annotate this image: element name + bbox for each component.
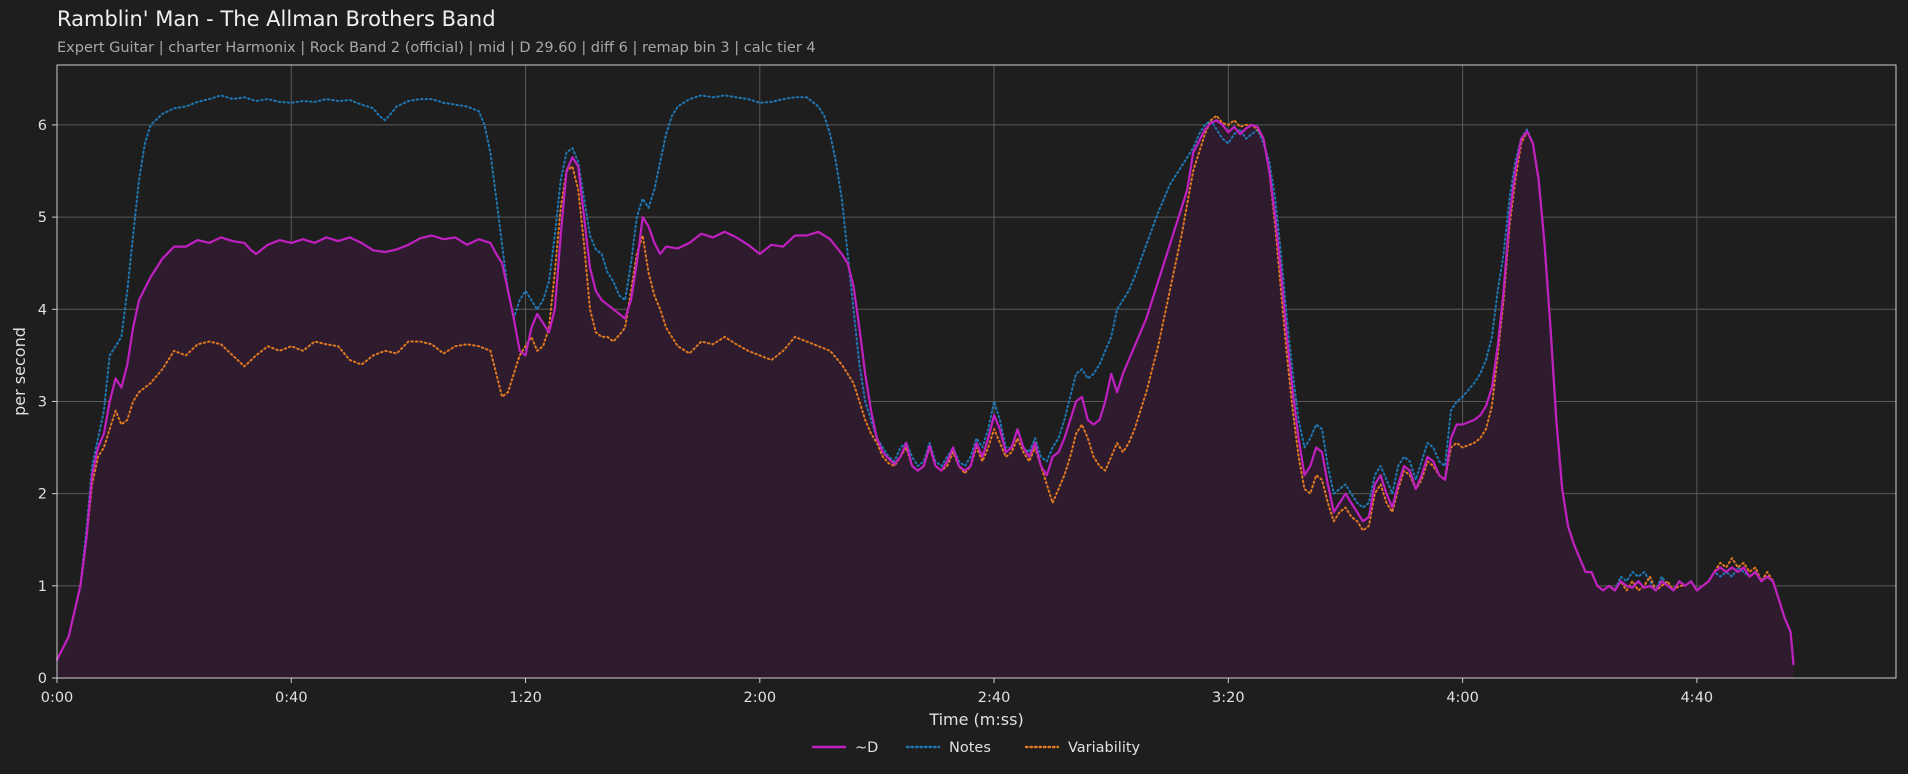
x-tick-label: 0:00	[41, 690, 74, 706]
x-tick-label: 4:00	[1446, 690, 1479, 706]
y-tick-label: 0	[38, 671, 47, 687]
chart-subtitle: Expert Guitar | charter Harmonix | Rock …	[57, 40, 816, 56]
y-tick-label: 2	[38, 487, 47, 503]
x-tick-label: 2:40	[978, 690, 1011, 706]
legend-label-variability: Variability	[1068, 740, 1141, 756]
chart-title: Ramblin' Man - The Allman Brothers Band	[57, 7, 496, 31]
y-axis-ticks: 0 1 2 3 4 5 6	[38, 118, 57, 687]
x-tick-label: 4:40	[1681, 690, 1714, 706]
y-tick-label: 3	[38, 394, 47, 410]
d-area-fill	[57, 120, 1794, 679]
legend-label-notes: Notes	[949, 740, 991, 756]
plot-frame	[56, 64, 1897, 679]
y-tick-label: 4	[38, 302, 47, 318]
x-tick-label: 1:20	[509, 690, 542, 706]
y-tick-label: 5	[38, 210, 47, 226]
y-tick-label: 1	[38, 579, 47, 595]
x-axis-label: Time (m:ss)	[928, 710, 1023, 729]
legend: ~D Notes Variability	[811, 740, 1141, 756]
x-tick-label: 0:40	[275, 690, 308, 706]
y-axis-label: per second	[10, 327, 29, 416]
x-tick-label: 3:20	[1212, 690, 1245, 706]
legend-label-d: ~D	[855, 740, 878, 756]
series-line-d	[55, 119, 1795, 666]
y-tick-label: 6	[38, 118, 47, 134]
x-axis-ticks: 0:00 0:40 1:20 2:00 2:40 3:20 4:00 4:40	[41, 678, 1713, 706]
x-tick-label: 2:00	[744, 690, 777, 706]
